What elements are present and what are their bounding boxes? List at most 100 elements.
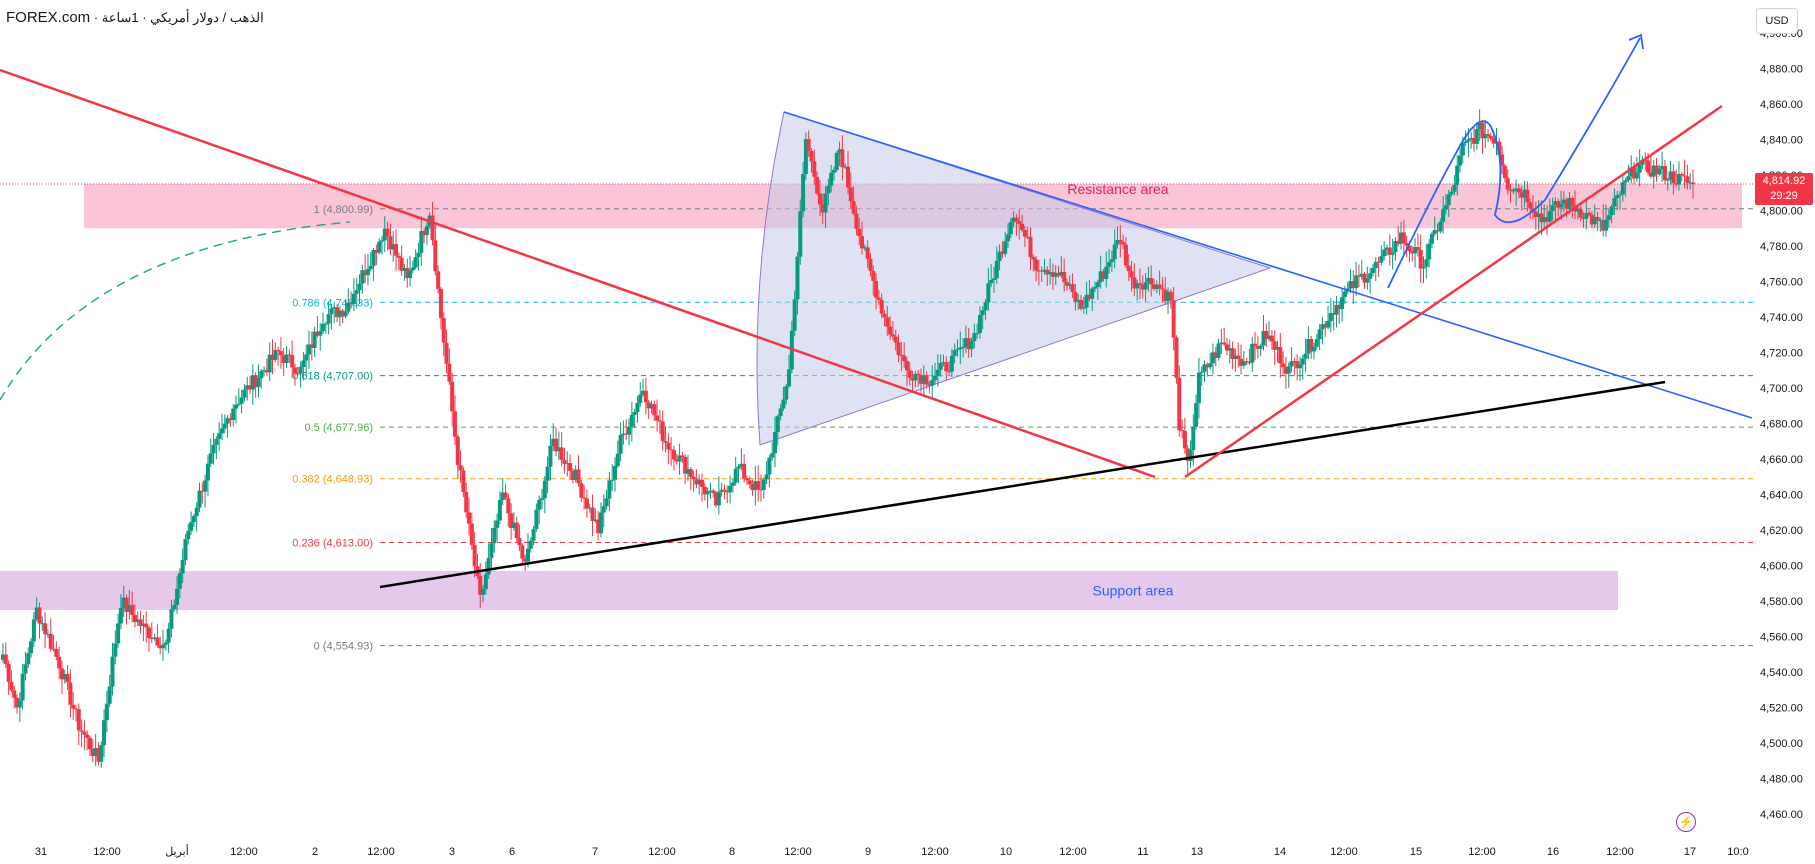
candle-body xyxy=(149,637,154,639)
candle-body xyxy=(340,310,345,317)
candle-body xyxy=(610,479,615,481)
x-tick-label: 12:00 xyxy=(1059,846,1087,858)
candle-body xyxy=(815,176,820,194)
candle-body xyxy=(1688,182,1693,184)
candle-body xyxy=(1157,284,1162,289)
candle-body xyxy=(51,648,56,650)
candle-body xyxy=(514,522,519,539)
candle-body xyxy=(1143,282,1148,290)
candle-body xyxy=(1511,190,1516,192)
candle-body xyxy=(1415,247,1420,250)
candle-body xyxy=(579,483,584,498)
candle-body xyxy=(234,404,239,409)
candle-body xyxy=(983,302,988,311)
candle-body xyxy=(416,252,421,258)
candle-body xyxy=(318,331,323,336)
candle-body xyxy=(1370,268,1375,274)
currency-button[interactable]: USD xyxy=(1756,8,1798,34)
candle-body xyxy=(492,527,497,544)
candle-body xyxy=(121,597,126,608)
drawings-layer xyxy=(0,111,1272,446)
candle-body xyxy=(1612,198,1617,207)
x-tick-label: 8 xyxy=(729,846,735,858)
candle-body xyxy=(163,642,168,645)
candle-body xyxy=(1137,283,1142,285)
candle-body xyxy=(949,355,954,372)
candle-body xyxy=(694,479,699,485)
candle-body xyxy=(1239,358,1244,366)
candle-body xyxy=(102,720,107,746)
candle-body xyxy=(1603,219,1608,231)
candle-body xyxy=(399,257,404,271)
candle-body xyxy=(1567,198,1572,209)
candle-body xyxy=(1399,232,1404,244)
candle-body xyxy=(803,139,808,175)
candle-body xyxy=(68,682,73,705)
candle-body xyxy=(438,288,443,319)
candle-body xyxy=(1017,221,1022,224)
candle-body xyxy=(15,697,20,708)
candle-body xyxy=(666,442,671,450)
candle-body xyxy=(1581,217,1586,219)
lightning-icon[interactable]: ⚡ xyxy=(1676,812,1696,832)
candle-body xyxy=(1578,209,1583,218)
candle-body xyxy=(161,644,166,649)
candle-body xyxy=(486,557,491,575)
x-tick-label: 31 xyxy=(35,846,47,858)
candle-body xyxy=(1679,173,1684,176)
candle-body xyxy=(1441,209,1446,222)
candle-body xyxy=(1295,361,1300,369)
candle-body xyxy=(452,411,457,437)
candle-body xyxy=(1396,241,1401,244)
candle-body xyxy=(1115,239,1120,245)
candle-body xyxy=(570,470,575,481)
candle-body xyxy=(972,332,977,342)
candle-body xyxy=(1598,220,1603,222)
candle-body xyxy=(1328,313,1333,321)
candle-body xyxy=(1446,194,1451,206)
candle-body xyxy=(1469,137,1474,140)
candle-body xyxy=(93,748,98,756)
y-tick-label: 4,600.00 xyxy=(1760,561,1803,573)
fib-label-2: 0.618 (4,707.00) xyxy=(292,371,373,383)
candle-body xyxy=(902,355,907,362)
candle-body xyxy=(1618,194,1623,196)
candle-body xyxy=(1028,236,1033,258)
zone-1 xyxy=(0,570,1618,610)
candle-body xyxy=(700,479,705,487)
candle-body xyxy=(1575,209,1580,212)
candle-body xyxy=(1424,259,1429,267)
candle-body xyxy=(904,361,909,371)
candle-body xyxy=(809,150,814,162)
candle-body xyxy=(1547,211,1552,222)
candle-body xyxy=(1081,307,1086,309)
candle-body xyxy=(351,293,356,305)
candle-body xyxy=(130,604,135,615)
candle-body xyxy=(1034,259,1039,271)
candle-body xyxy=(935,369,940,376)
candle-body xyxy=(711,490,716,493)
candle-body xyxy=(388,236,393,250)
candle-body xyxy=(225,418,230,424)
candle-body xyxy=(525,548,530,562)
candle-body xyxy=(1196,372,1201,404)
candle-body xyxy=(1216,343,1221,358)
candle-body xyxy=(312,331,317,348)
y-tick-label: 4,580.00 xyxy=(1760,596,1803,608)
candle-body xyxy=(1376,261,1381,263)
candle-body xyxy=(1168,291,1173,301)
candle-body xyxy=(545,466,550,481)
candle-body xyxy=(1,654,5,660)
candle-body xyxy=(368,265,373,270)
candle-body xyxy=(354,290,359,294)
candle-body xyxy=(846,166,850,188)
candle-body xyxy=(138,619,143,626)
candle-body xyxy=(916,373,921,376)
candle-body xyxy=(739,463,744,467)
candle-body xyxy=(517,538,522,546)
candle-body xyxy=(851,201,856,214)
candle-body xyxy=(180,559,185,574)
candle-body xyxy=(1657,168,1662,175)
x-tick-label: 12:00 xyxy=(648,846,676,858)
